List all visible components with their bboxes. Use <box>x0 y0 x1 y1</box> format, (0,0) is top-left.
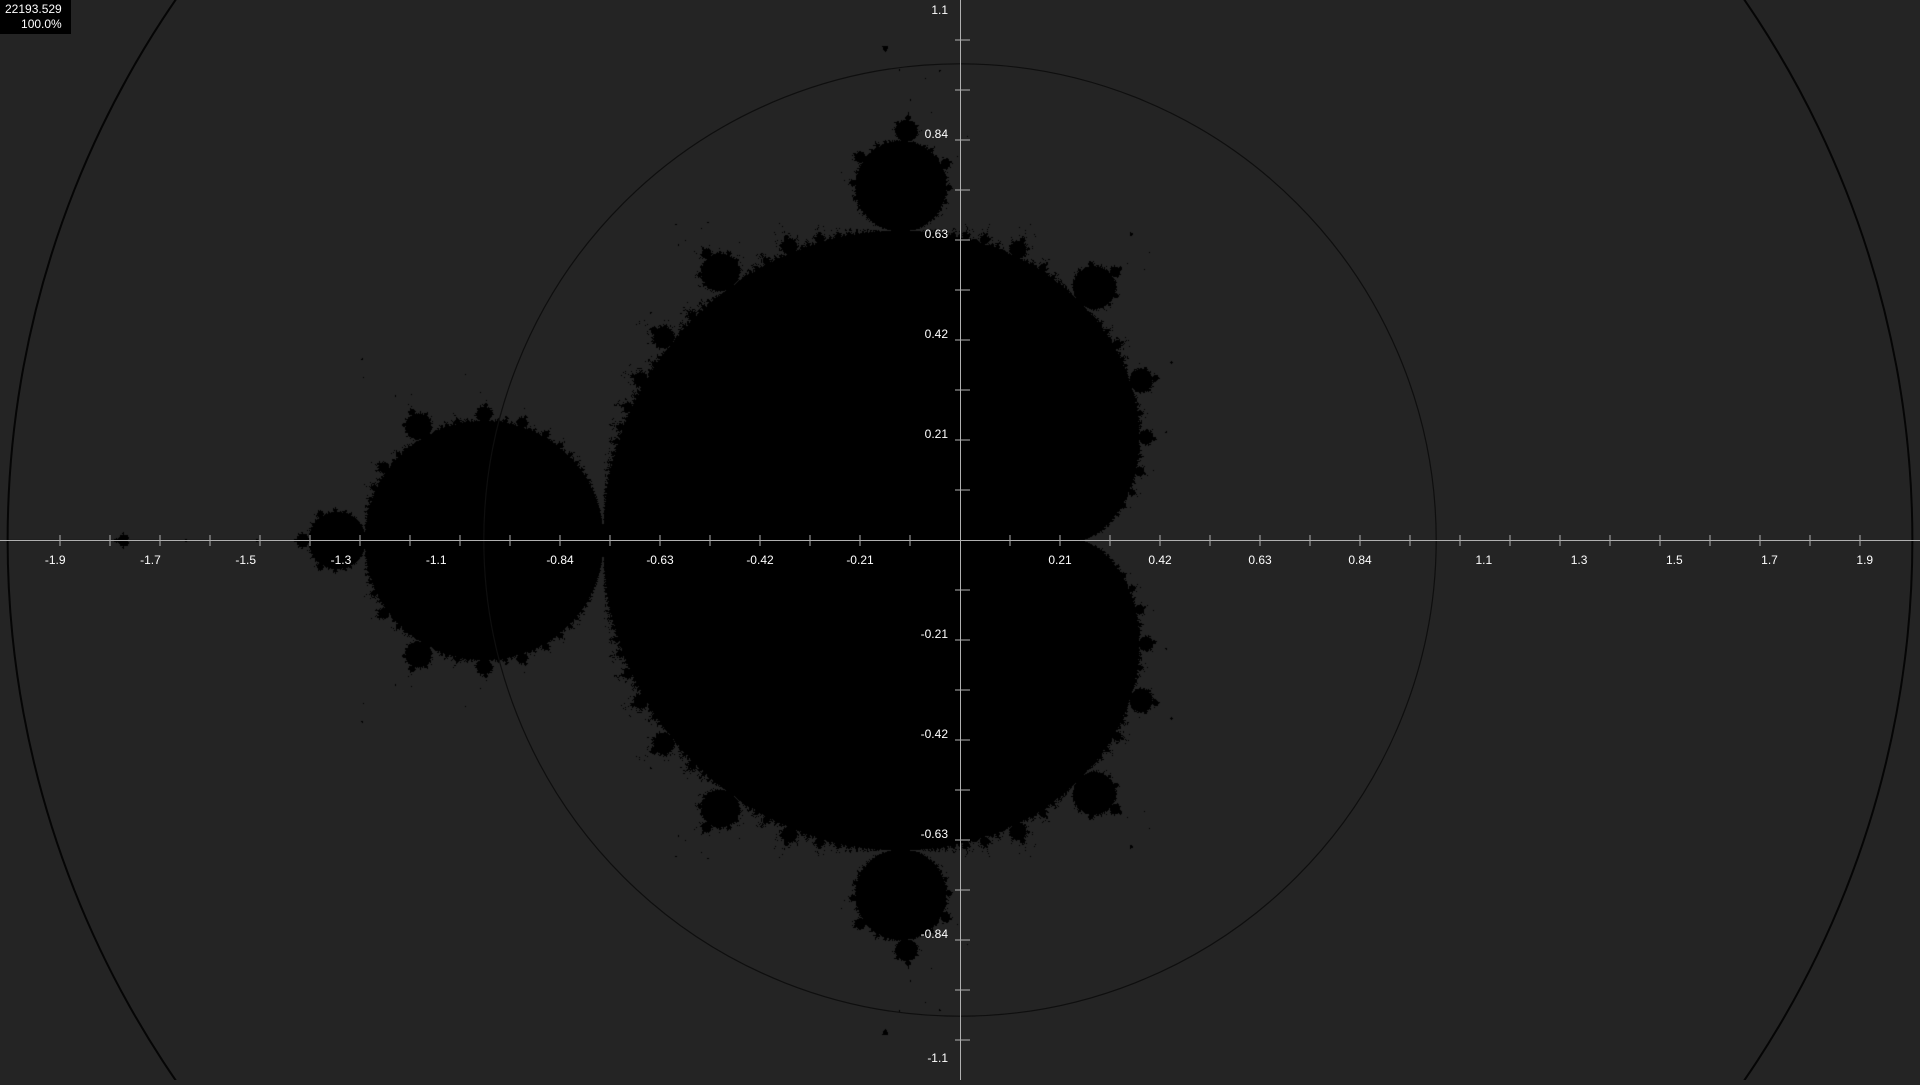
x-tick-label: -0.84 <box>546 553 574 567</box>
x-tick-label: -0.42 <box>746 553 774 567</box>
x-tick-label: -1.1 <box>426 553 447 567</box>
y-tick-label: 0.21 <box>925 427 949 441</box>
zoom-level: 100.0% <box>21 17 62 31</box>
y-tick-label: 0.84 <box>925 127 949 141</box>
y-tick-label: 0.42 <box>925 327 949 341</box>
x-tick-label: -1.5 <box>235 553 256 567</box>
x-tick-label: -0.21 <box>846 553 874 567</box>
x-tick-label: 1.7 <box>1761 553 1778 567</box>
x-tick-label: 0.63 <box>1248 553 1272 567</box>
x-tick-label: 1.1 <box>1475 553 1492 567</box>
status-readout: 22193.529 100.0% <box>0 0 71 34</box>
y-tick-label: -1.1 <box>927 1051 948 1065</box>
axis-ticks <box>59 39 1861 1041</box>
y-tick-label: -0.42 <box>921 727 949 741</box>
x-tick-label: -1.9 <box>45 553 66 567</box>
y-tick-label: 1.1 <box>931 3 948 17</box>
x-tick-label: 1.9 <box>1856 553 1873 567</box>
y-tick-label: -0.84 <box>921 927 949 941</box>
x-tick-label: 0.42 <box>1148 553 1172 567</box>
x-tick-label: -1.3 <box>331 553 352 567</box>
y-tick-label: -0.63 <box>921 827 949 841</box>
y-tick-label: 0.63 <box>925 227 949 241</box>
x-tick-label: 1.3 <box>1571 553 1588 567</box>
coordinate-readout: 22193.529 <box>5 2 62 16</box>
x-tick-label: 0.21 <box>1048 553 1072 567</box>
y-tick-label: -0.21 <box>921 627 949 641</box>
x-tick-label: 1.5 <box>1666 553 1683 567</box>
axis-tick-labels: -1.9 -1.7 -1.5 -1.3 -1.1 -0.84 -0.63 -0.42 -0.21… <box>45 3 1874 1065</box>
x-tick-label: -1.7 <box>140 553 161 567</box>
x-tick-label: 0.84 <box>1348 553 1372 567</box>
x-tick-label: -0.63 <box>646 553 674 567</box>
